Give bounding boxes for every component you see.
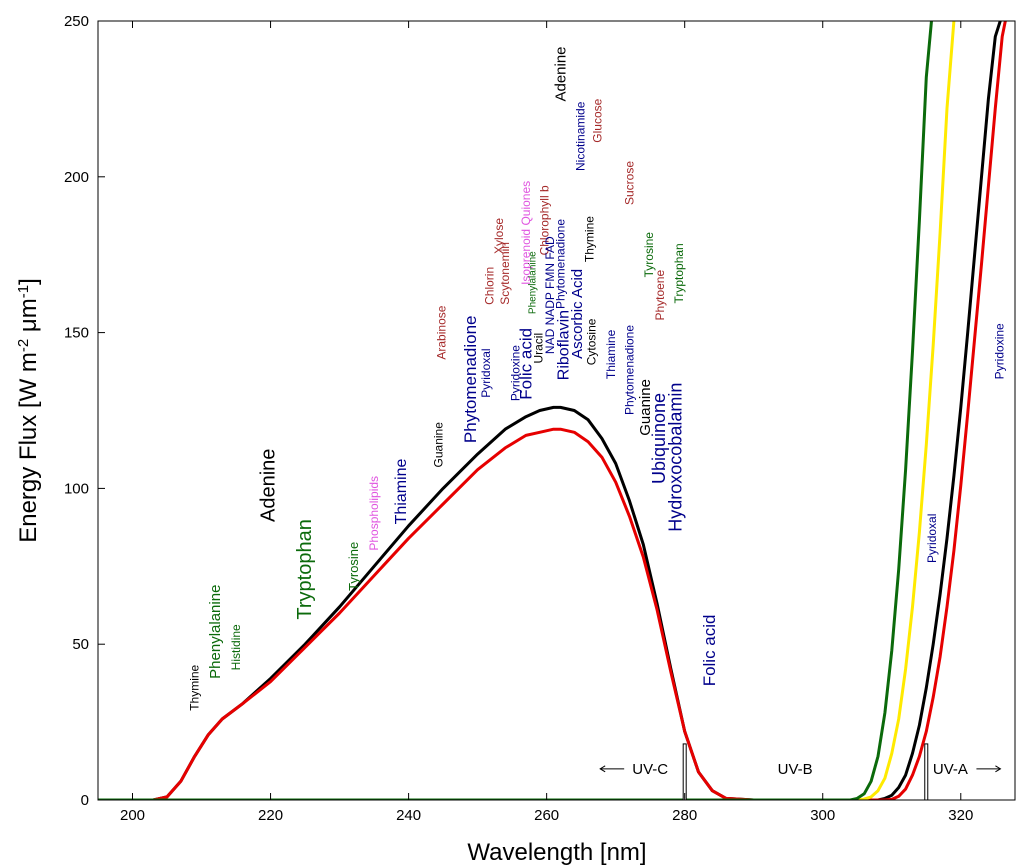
annotation-label: Phenylalanine (527, 251, 538, 314)
annotation-label: Guanine (431, 422, 445, 468)
y-tick-label: 0 (81, 792, 89, 809)
x-axis-label: Wavelength [nm] (467, 839, 646, 866)
annotation-label: Phytomenadione (554, 219, 568, 309)
annotation-label: Folic acid (700, 614, 719, 686)
annotation-label: Tryptophan (294, 519, 316, 619)
region-label: UV-A (933, 761, 968, 778)
annotation-label: Sucrose (623, 161, 637, 205)
y-tick-label: 150 (64, 325, 89, 342)
annotation-label: Adenine (553, 46, 570, 101)
annotation-label: Pyridoxal (925, 514, 939, 563)
annotation-label: Phospholipids (367, 476, 381, 551)
annotation-label: Ascorbic Acid (569, 269, 586, 359)
annotation-label: Uracil (531, 333, 545, 364)
y-tick-label: 100 (64, 480, 89, 497)
annotation-label: Adenine (258, 449, 280, 522)
annotation-label: Thiamine (604, 329, 618, 379)
annotation-label: Pyridoxine (992, 323, 1006, 379)
annotation-label: Hydroxocobalamin (666, 383, 686, 532)
y-axis-label-part: ] (15, 278, 42, 285)
annotation-label: Isoprenoid Quiones (519, 181, 533, 285)
annotation-label: Chlorin (482, 267, 496, 305)
annotation-label: Nicotinamide (574, 101, 588, 171)
annotation-label: Arabinose (435, 305, 449, 359)
region-label: UV-C (632, 761, 668, 778)
x-tick-label: 240 (396, 807, 421, 824)
series-line-1 (98, 21, 1007, 800)
annotation-label: Thiamine (393, 459, 410, 525)
annotation-label: Phytomenadione (461, 316, 480, 444)
annotation-label: Tyrosine (642, 232, 656, 278)
annotation-label: Folic acid (516, 328, 535, 400)
y-axis-label-part: -2 (15, 339, 32, 352)
x-tick-label: 280 (672, 807, 697, 824)
y-tick-label: 250 (64, 13, 89, 30)
y-tick-label: 200 (64, 169, 89, 186)
x-tick-label: 220 (258, 807, 283, 824)
annotation-label: Scytonemin (498, 242, 512, 305)
band-boundary-marker (924, 743, 929, 801)
annotation-label: Phenylalanine (207, 585, 224, 679)
y-axis-label-part: μm (15, 298, 42, 339)
region-label: UV-B (778, 761, 813, 778)
annotation-label: Pyridoxine (509, 345, 523, 401)
region-labels: UV-C UV-B UV-A (599, 761, 1002, 778)
annotation-label: Riboflavin (555, 310, 572, 380)
annotation-label: NAD NADP FMN FAD (543, 236, 557, 354)
annotation-label: Ubiquinone (649, 393, 669, 484)
x-tick-label: 300 (810, 807, 835, 824)
annotation-label: Tyrosine (346, 542, 361, 591)
band-boundary-marker (682, 743, 687, 801)
y-axis-ticks: 0 50 100 150 200 250 (64, 13, 105, 809)
x-tick-label: 320 (948, 807, 973, 824)
x-tick-label: 200 (120, 807, 145, 824)
y-axis-label-part: -1 (15, 285, 32, 298)
region-arrowhead (995, 765, 1002, 773)
annotation-label: Phytomenadione (623, 325, 637, 415)
annotation-label: Thymine (582, 216, 596, 262)
annotation-label: Tryptophan (672, 243, 686, 303)
annotation-label: Pyridoxal (479, 348, 493, 397)
annotation-label: Guanine (637, 379, 654, 436)
series-line-0 (98, 21, 1002, 800)
annotation-label: Histidine (229, 624, 243, 670)
annotation-group: Thymine Phenylalanine Histidine Adenine Tryp… (188, 46, 1007, 710)
region-arrowhead (599, 765, 606, 773)
series-line-2 (98, 21, 956, 800)
plot-frame (97, 20, 1016, 801)
x-tick-label: 260 (534, 807, 559, 824)
series-line-3 (98, 21, 933, 800)
annotation-label: Chlorophyll b (538, 185, 552, 255)
y-axis-label-part: Energy Flux [W m (15, 352, 42, 543)
annotation-label: Phytoene (653, 270, 667, 321)
series-group (98, 21, 1007, 800)
y-tick-label: 50 (72, 636, 89, 653)
y-axis-label: Energy Flux [W m-2 μm-1] (15, 278, 43, 543)
annotation-label: Xylose (492, 218, 506, 254)
x-axis-ticks: 200 220 240 260 280 300 320 (120, 21, 973, 824)
annotation-label: Cytosine (585, 318, 599, 365)
annotation-label: Thymine (188, 664, 202, 710)
annotation-label: Glucose (591, 98, 605, 142)
